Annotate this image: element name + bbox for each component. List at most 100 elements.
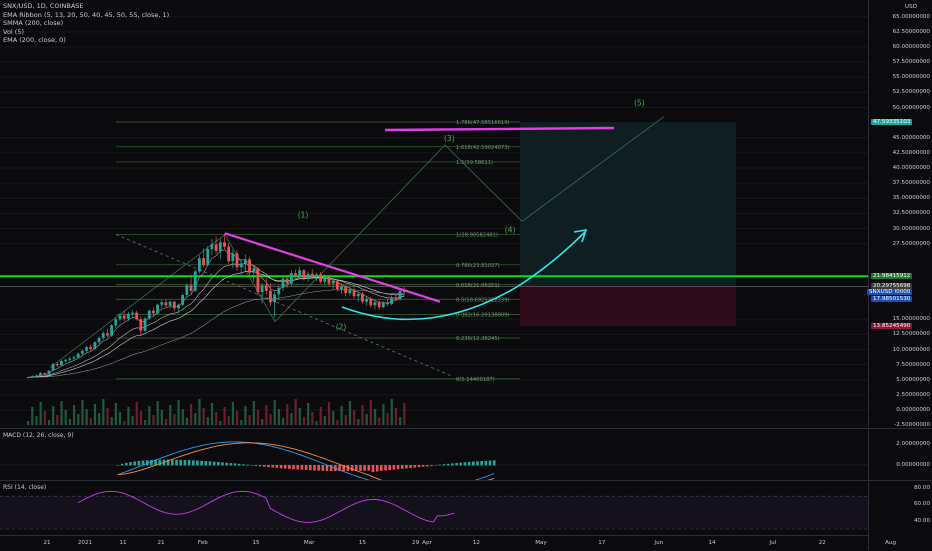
wave-label: (3) [444,134,455,143]
candle-body [243,259,247,264]
macd-histogram-bar [246,464,249,466]
candle-body [335,281,339,289]
indicator-vol[interactable]: Vol (5) [3,27,24,36]
rsi-chart [0,490,868,530]
macd-label[interactable]: MACD (12, 26, close, 9) [3,432,74,439]
date-tick-label: May [535,540,547,546]
candle-body [135,312,139,320]
candle-body [352,289,356,297]
volume-bar [77,414,80,425]
macd-histogram-bar [258,465,262,467]
candle-body [323,276,327,282]
rsi-label[interactable]: RSI (14, close) [3,484,47,491]
volume-bar [152,415,155,425]
price-tick-label: 40.00000000 [892,165,930,171]
ema-ribbon-line [27,271,405,378]
main-chart-pane[interactable]: 1.786(47.58516619) 1.618(42.59024073) 1.5(… [0,0,868,428]
target-line [384,126,615,132]
volume-bar [135,402,138,425]
date-tick-label: 14 [708,540,716,546]
volume-bar [277,409,280,425]
candle-body [30,376,34,378]
rsi-axis-label: 80.00 [913,485,930,491]
candle-body [43,373,47,375]
arrow-head [573,228,588,243]
indicator-ema[interactable]: EMA (200, close, 0) [3,36,66,45]
macd-histogram-bar [171,459,174,466]
date-tick-label: 21 [157,540,165,546]
macd-axis-label: 0.00000000 [896,462,930,468]
macd-histogram-bar [279,465,283,469]
macd-histogram-bar [375,465,379,472]
date-tick-label: 2021 [77,540,93,546]
pane-separator[interactable] [0,480,932,481]
macd-histogram-bar [446,463,450,466]
price-axis[interactable]: USD 65.00000000 62.50000000 60.00000000 57.… [867,0,932,550]
wave-label: (2) [336,323,347,332]
candle-body [377,302,381,308]
price-tick-label: 55.00000000 [892,74,930,81]
macd-histogram-bar [250,465,254,466]
resistance-trendline [224,232,441,303]
volume-bar [223,407,226,425]
candle-body [373,302,377,306]
candle-body [256,268,260,293]
volume-bar [60,401,63,425]
macd-histogram-bar [451,463,454,466]
candle-body [122,315,126,319]
macd-histogram-bar [275,465,279,468]
candle-body [285,278,289,284]
pane-separator[interactable] [0,428,932,429]
date-tick-label: Apr [422,540,432,546]
candle-body [348,289,352,294]
fib-level-label: 0.236(12.38245) [456,336,500,342]
ema-ribbon-line [27,263,405,378]
macd-histogram-bar [463,462,467,466]
candle-body [114,319,118,326]
elliott-wave-path [49,116,665,368]
date-tick-label: 17 [598,540,606,546]
candle-body [361,293,364,302]
candle-body [394,297,398,300]
macd-histogram-bar [237,463,241,466]
macd-histogram-bar [141,460,145,466]
macd-histogram-bar [217,461,220,466]
macd-histogram-bar [363,465,366,471]
macd-histogram-bar [426,465,429,467]
macd-histogram-bar [204,461,208,466]
macd-histogram-bar [384,465,387,471]
indicator-ema-ribbon[interactable]: EMA Ribbon (5, 13, 20, 50, 40, 45, 50, 5… [3,10,170,19]
price-tag: 47.59335103 [871,119,913,126]
macd-histogram-bar [430,465,433,466]
candle-body [156,304,159,314]
volume-bar [156,401,159,425]
volume-bar [252,401,255,425]
volume-bar [202,408,205,425]
volume-bar [139,411,143,425]
macd-histogram-bar [392,465,396,470]
price-tick-label: 45.00000000 [892,134,930,141]
volume-bar [114,403,117,425]
macd-pane[interactable]: MACD (12, 26, close, 9) [0,429,868,480]
indicator-smma[interactable]: SMMA (200, close) [3,19,64,28]
macd-histogram-bar [166,459,170,466]
macd-histogram-bar [354,465,358,471]
candle-body [306,273,310,279]
volume-bar [181,409,184,425]
volume-bar [348,401,352,425]
wave-label: (1) [298,211,309,220]
candle-body [80,350,84,354]
macd-histogram-bar [409,465,412,468]
volume-bar [131,416,134,425]
volume-bar [353,410,356,425]
time-axis[interactable]: 21 2021 11 21 Feb 15 Mar 15 29 Apr 12 May 17 Jun 14 Jul… [0,535,896,551]
price-chart[interactable]: 1.786(47.58516619) 1.618(42.59024073) 1.5(… [0,0,868,428]
volume-bar [236,411,239,425]
volume-bar [240,420,243,425]
candle-body [390,297,394,305]
volume-bar [98,413,101,425]
symbol-price-tag: SNXUSD [867,289,895,296]
volume-bar [290,413,293,425]
fib-level-label: 1(28.90582481) [456,233,498,239]
rsi-pane[interactable]: RSI (14, close) [0,481,868,533]
